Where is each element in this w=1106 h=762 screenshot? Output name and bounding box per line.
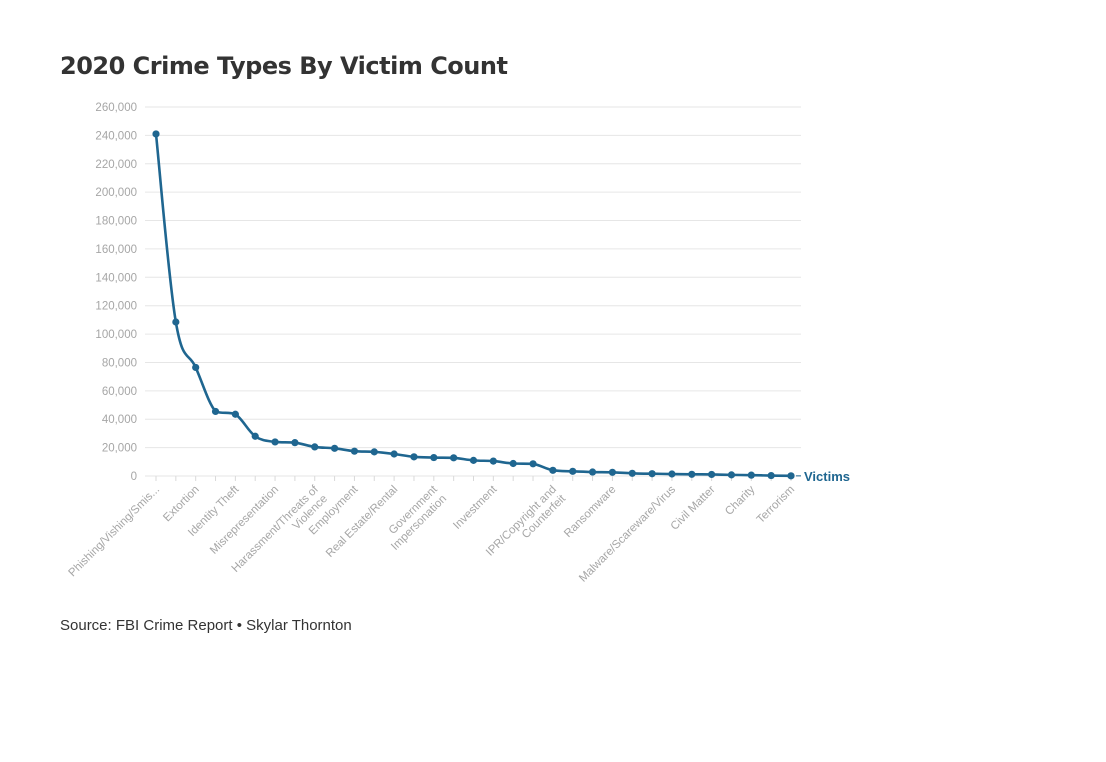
y-tick-label: 40,000 — [102, 414, 137, 426]
data-point — [708, 470, 716, 479]
x-tick-label-line: Ransomware — [562, 484, 618, 540]
y-tick-label: 200,000 — [95, 187, 137, 199]
y-tick-label: 260,000 — [95, 102, 137, 114]
data-point — [628, 469, 636, 477]
data-point — [430, 453, 438, 462]
y-tick-label: 20,000 — [102, 443, 137, 455]
y-tick-label: 80,000 — [102, 357, 137, 369]
data-point — [172, 318, 180, 326]
data-point — [350, 447, 359, 455]
data-point — [529, 460, 537, 468]
data-point — [747, 471, 755, 479]
data-point — [450, 454, 458, 462]
data-point — [410, 453, 418, 461]
x-tick-label-line: Misrepresentation — [208, 484, 281, 557]
data-point — [330, 444, 339, 452]
x-tick-label: Malware/Scareware/Virus — [577, 483, 678, 584]
y-tick-label: 180,000 — [95, 216, 137, 228]
x-tick-label: Ransomware — [562, 484, 618, 540]
data-point — [192, 363, 200, 372]
series-label-victims: Victims — [804, 469, 850, 484]
data-point — [211, 407, 220, 416]
x-tick-label-line: Charity — [723, 483, 757, 517]
data-point — [152, 130, 160, 138]
y-tick-label: 240,000 — [95, 130, 137, 142]
data-point — [469, 456, 478, 464]
data-point — [509, 459, 517, 468]
y-tick-label: 140,000 — [95, 272, 137, 284]
x-tick-label: Terrorism — [755, 484, 797, 526]
x-tick-label-line: Phishing/Vishing/Smis... — [67, 484, 163, 580]
y-tick-label: 120,000 — [95, 301, 137, 313]
data-point — [251, 432, 259, 440]
data-point — [311, 443, 319, 451]
data-point — [688, 470, 696, 478]
data-point — [231, 410, 239, 418]
y-tick-label: 100,000 — [95, 329, 137, 341]
data-point — [727, 471, 736, 479]
x-tick-label: IPR/Copyright andCounterfeit — [484, 483, 569, 568]
x-tick-label: Phishing/Vishing/Smis... — [67, 484, 163, 580]
x-tick-label: Extortion — [161, 484, 202, 525]
data-point — [271, 438, 279, 446]
y-tick-label: 220,000 — [95, 159, 137, 171]
x-tick-label-line: Malware/Scareware/Virus — [577, 483, 678, 584]
data-point — [489, 457, 497, 465]
data-point — [370, 448, 378, 456]
x-tick-label-line: Extortion — [161, 484, 202, 525]
y-tick-label: 0 — [131, 471, 137, 483]
chart-title: 2020 Crime Types By Victim Count — [60, 52, 508, 80]
x-tick-label: Investment — [451, 483, 500, 532]
data-point — [390, 450, 398, 458]
series-line-victims — [154, 133, 792, 478]
data-point — [569, 467, 577, 475]
data-point — [668, 470, 676, 478]
y-tick-label: 160,000 — [95, 244, 137, 256]
source-note: Source: FBI Crime Report • Skylar Thornt… — [60, 617, 352, 634]
data-point — [767, 471, 775, 480]
data-point — [549, 466, 557, 474]
x-tick-label-line: Terrorism — [755, 484, 797, 526]
data-point — [291, 439, 299, 447]
x-tick-label-line: Investment — [451, 483, 500, 532]
data-point — [608, 468, 617, 476]
data-point — [588, 468, 597, 476]
x-tick-label-line: Real Estate/Rental — [324, 484, 400, 560]
x-tick-label: Charity — [723, 483, 757, 517]
y-tick-label: 60,000 — [102, 386, 137, 398]
x-tick-label: Real Estate/Rental — [324, 484, 400, 560]
data-point — [787, 472, 795, 480]
data-point — [648, 470, 656, 478]
x-tick-label: Misrepresentation — [208, 484, 281, 557]
